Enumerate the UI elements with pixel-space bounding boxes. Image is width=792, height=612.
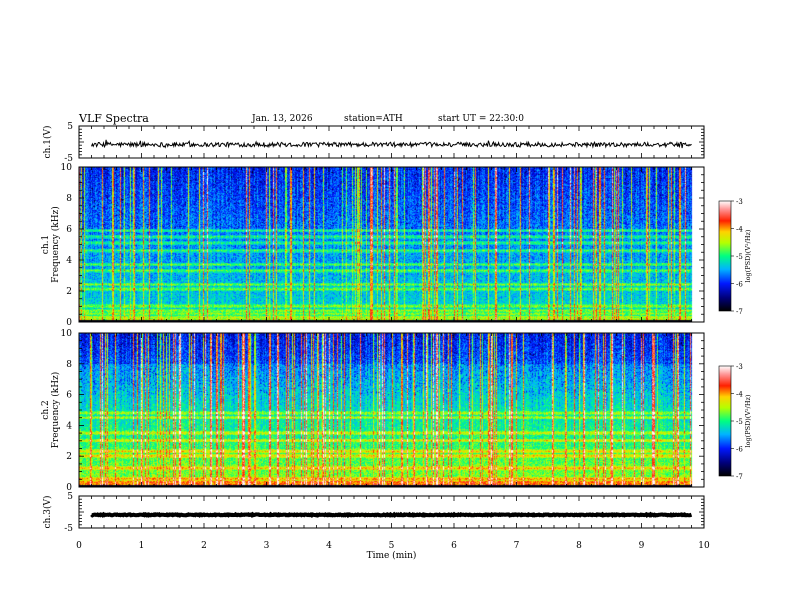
ch2-colorbar-gradient	[718, 365, 732, 477]
x-tick-label: 6	[451, 541, 457, 551]
ch1-colorbar-gradient	[718, 200, 732, 312]
channel-label: ch.2	[41, 400, 51, 419]
x-tick-label: 9	[639, 541, 645, 551]
colorbar-tick-label: -6	[736, 281, 743, 289]
station-label: station=ATH	[344, 114, 403, 124]
x-tick-label: 10	[698, 541, 710, 551]
y-tick-label: 0	[66, 483, 72, 493]
x-tick-label: 4	[326, 541, 332, 551]
y-tick-label: 8	[66, 360, 72, 370]
colorbar-tick-label: -7	[736, 473, 743, 481]
ch2-spectrogram-canvas	[79, 333, 704, 487]
y-axis-label: Frequency (kHz)	[50, 372, 61, 449]
y-tick-label: -5	[64, 524, 73, 534]
colorbar-tick-label: -6	[736, 446, 743, 454]
y-tick-label: 4	[66, 421, 72, 431]
y-tick-label: 0	[66, 318, 72, 328]
y-tick-label: -5	[64, 154, 73, 164]
y-tick-label: 6	[66, 391, 72, 401]
ch2-spec-frame	[78, 332, 705, 488]
colorbar-tick-label: -4	[736, 226, 743, 234]
y-tick-label: 8	[66, 194, 72, 204]
colorbar-tick-label: -5	[736, 253, 743, 261]
y-tick-label: 5	[67, 122, 73, 132]
y-tick-label: 2	[66, 287, 72, 297]
ch1-colorbar: -3 -4 -5 -6 -7 log(PSD)(V²/Hz)	[718, 198, 752, 316]
colorbar-label: log(PSD)(V²/Hz)	[744, 394, 752, 447]
x-tick-label: 5	[389, 541, 395, 551]
ch1-spectrogram-canvas	[79, 167, 704, 322]
x-axis-label: Time (min)	[367, 550, 417, 561]
x-tick-label: 2	[201, 541, 207, 551]
start-time-label: start UT = 22:30:0	[438, 114, 524, 124]
y-axis-label: ch.3(V)	[42, 496, 53, 529]
y-tick-label: 10	[61, 329, 73, 339]
ch1-spec-frame	[78, 166, 705, 323]
x-tick-label: 1	[139, 541, 145, 551]
colorbar-tick-label: -4	[736, 391, 743, 399]
x-tick-label: 0	[76, 541, 82, 551]
colorbar-label: log(PSD)(V²/Hz)	[744, 229, 752, 282]
date-label: Jan. 13, 2026	[252, 114, 313, 124]
ch1-waveform-line	[91, 139, 692, 149]
channel-label: ch.1	[41, 235, 51, 254]
figure-title: VLF Spectra	[79, 112, 149, 125]
colorbar-tick-label: -5	[736, 418, 743, 426]
axis-ticks	[78, 125, 705, 529]
ch2-spectrogram-panel	[78, 332, 705, 488]
y-tick-label: 10	[61, 163, 73, 173]
y-tick-label: 4	[66, 256, 72, 266]
x-tick-label: 8	[576, 541, 582, 551]
colorbar-tick-label: -3	[736, 198, 743, 206]
y-axis-label: Frequency (kHz)	[50, 206, 61, 283]
y-axis-label: ch.1(V)	[42, 126, 53, 159]
colorbar-tick-label: -7	[736, 308, 743, 316]
ch3-waveform-line	[90, 511, 693, 519]
y-tick-label: 2	[66, 452, 72, 462]
colorbar-tick-label: -3	[736, 363, 743, 371]
x-tick-label: 3	[264, 541, 270, 551]
y-tick-label: 5	[67, 492, 73, 502]
ch1-spectrogram-panel	[78, 166, 705, 323]
y-tick-label: 6	[66, 225, 72, 235]
x-tick-label: 7	[514, 541, 520, 551]
ch2-colorbar: -3 -4 -5 -6 -7 log(PSD)(V²/Hz)	[718, 363, 752, 481]
